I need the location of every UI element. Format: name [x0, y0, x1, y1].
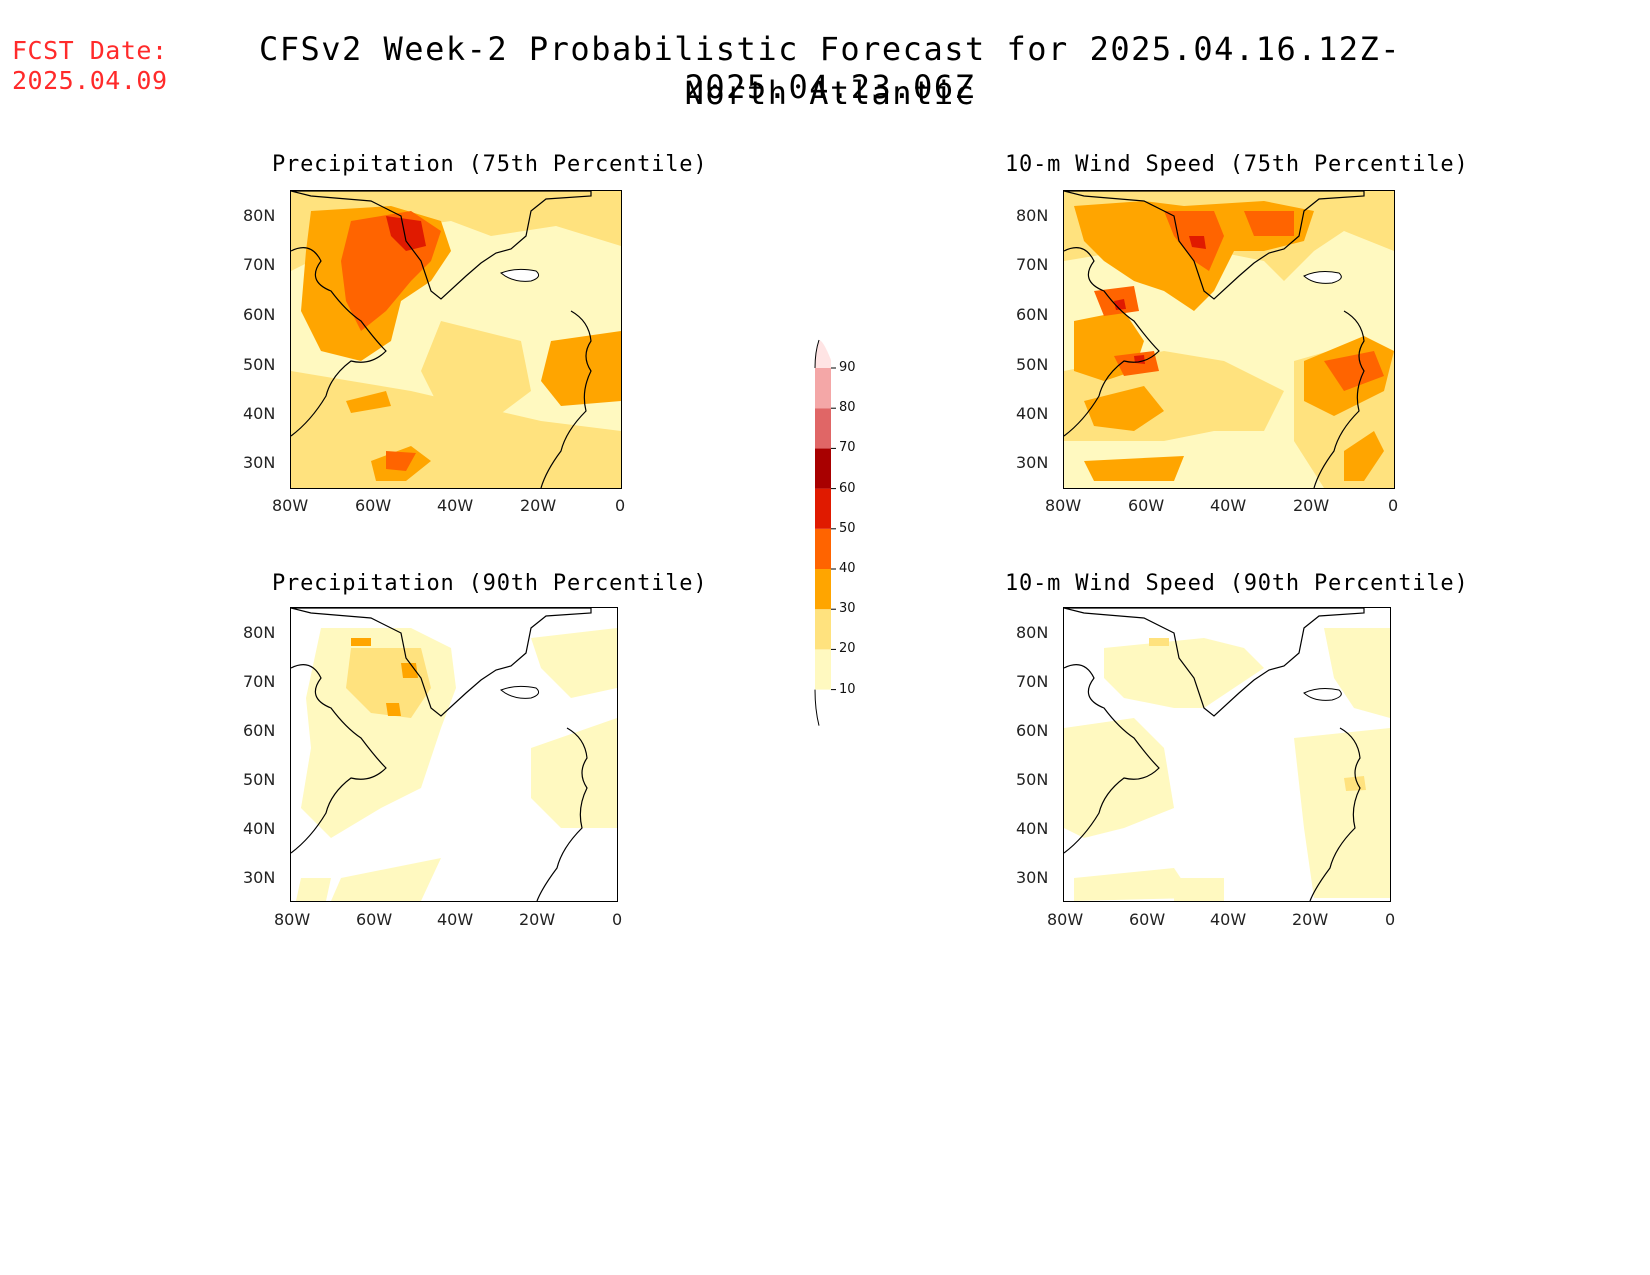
lon-label-60w: 60W [1128, 496, 1165, 515]
colorbar-label: 90 [839, 360, 856, 375]
map-canvas [291, 191, 621, 488]
lon-label-40w: 40W [437, 910, 474, 929]
colorbar-bin [815, 368, 831, 409]
colorbar: 10 20 30 40 50 60 70 80 90 [812, 338, 872, 752]
lon-label-80w: 80W [1047, 910, 1084, 929]
map-canvas [1064, 608, 1390, 901]
map-canvas [1064, 191, 1394, 488]
map-canvas [291, 608, 617, 901]
lat-label-40n: 40N [1016, 819, 1049, 838]
lon-label-80w: 80W [272, 496, 309, 515]
lat-label-60n: 60N [243, 305, 276, 324]
colorbar-bottom-edge [814, 689, 820, 726]
lat-label-70n: 70N [243, 672, 276, 691]
lat-label-30n: 30N [1016, 868, 1049, 887]
lon-label-40w: 40W [1210, 496, 1247, 515]
panel-title: Precipitation (75th Percentile) [272, 152, 708, 177]
lon-label-80w: 80W [274, 910, 311, 929]
colorbar-label: 50 [839, 520, 856, 536]
lon-label-20w: 20W [519, 910, 556, 929]
lat-label-80n: 80N [243, 206, 276, 225]
colorbar-canvas [814, 339, 836, 726]
lon-label-60w: 60W [1129, 910, 1166, 929]
colorbar-top-cap [815, 340, 831, 368]
lat-label-30n: 30N [1016, 453, 1049, 472]
colorbar-bin [815, 649, 831, 690]
colorbar-bin [815, 448, 831, 489]
lon-label-40w: 40W [437, 496, 474, 515]
forecast-date-value: 2025.04.09 [12, 66, 168, 95]
lon-label-20w: 20W [1292, 910, 1329, 929]
lat-label-60n: 60N [1016, 721, 1049, 740]
panel-title: 10-m Wind Speed (75th Percentile) [1005, 152, 1469, 177]
colorbar-bin [815, 408, 831, 449]
map-precip-75 [290, 190, 622, 489]
colorbar-label: 60 [839, 480, 856, 496]
lat-label-80n: 80N [1016, 623, 1049, 642]
lat-label-50n: 50N [1016, 355, 1049, 374]
colorbar-bin [815, 569, 831, 610]
lat-label-50n: 50N [243, 355, 276, 374]
lon-label-20w: 20W [1293, 496, 1330, 515]
panel-title: Precipitation (90th Percentile) [272, 571, 708, 596]
colorbar-bin [815, 488, 831, 529]
colorbar-label: 10 [839, 681, 856, 697]
colorbar-label: 30 [839, 601, 856, 617]
lat-label-50n: 50N [1016, 770, 1049, 789]
lon-label-60w: 60W [356, 910, 393, 929]
forecast-date-label: FCST Date: [12, 36, 168, 65]
lat-label-80n: 80N [1016, 206, 1049, 225]
lat-label-50n: 50N [243, 770, 276, 789]
lon-label-0: 0 [1388, 496, 1399, 515]
panel-title: 10-m Wind Speed (90th Percentile) [1005, 571, 1469, 596]
lat-label-60n: 60N [243, 721, 276, 740]
lat-label-70n: 70N [1016, 672, 1049, 691]
lat-label-70n: 70N [243, 255, 276, 274]
lat-label-80n: 80N [243, 623, 276, 642]
lon-label-80w: 80W [1045, 496, 1082, 515]
lat-label-30n: 30N [243, 453, 276, 472]
page-title: CFSv2 Week-2 Probabilistic Forecast for … [258, 30, 1402, 106]
lat-label-40n: 40N [243, 404, 276, 423]
map-wind-75 [1063, 190, 1395, 489]
colorbar-bin [815, 609, 831, 650]
lon-label-0: 0 [615, 496, 626, 515]
lon-label-0: 0 [1385, 910, 1396, 929]
colorbar-label: 40 [839, 561, 856, 576]
lat-label-40n: 40N [1016, 404, 1049, 423]
colorbar-label: 80 [839, 400, 856, 416]
lat-label-40n: 40N [243, 819, 276, 838]
lat-label-70n: 70N [1016, 255, 1049, 274]
map-precip-90 [290, 607, 618, 902]
colorbar-label: 20 [839, 641, 856, 657]
colorbar-label: 70 [839, 440, 856, 456]
colorbar-bin [815, 528, 831, 569]
forecast-date-block: FCST Date: 2025.04.09 [12, 36, 168, 96]
lon-label-0: 0 [612, 910, 623, 929]
lat-label-30n: 30N [243, 868, 276, 887]
lon-label-20w: 20W [520, 496, 557, 515]
map-wind-90 [1063, 607, 1391, 902]
lon-label-40w: 40W [1210, 910, 1247, 929]
lon-label-60w: 60W [355, 496, 392, 515]
lat-label-60n: 60N [1016, 305, 1049, 324]
page-subtitle: North Atlantic [684, 74, 976, 112]
colorbar-top-edge [814, 339, 820, 369]
